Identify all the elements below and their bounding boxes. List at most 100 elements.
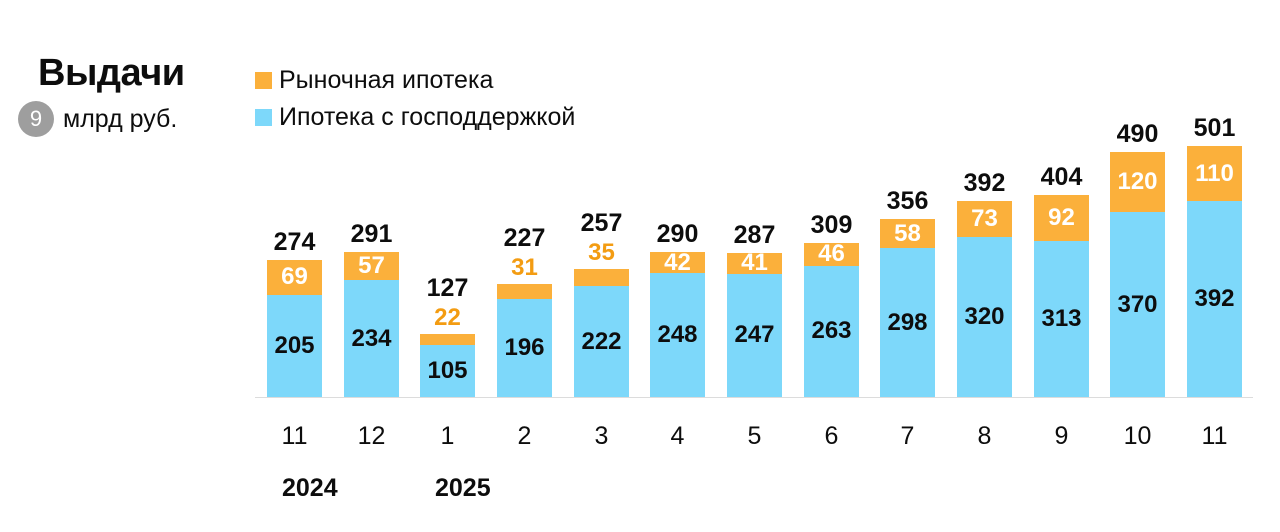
x-axis-tick: 2 — [517, 422, 532, 450]
bar-segment-state — [1110, 212, 1165, 397]
bar-group: 105 22 — [420, 304, 475, 397]
total-label: 127 — [426, 273, 469, 302]
value-label-state: 196 — [504, 334, 545, 361]
bar-segment-market — [650, 252, 705, 273]
total-label: 291 — [350, 219, 393, 248]
chart-number-badge: 9 — [18, 101, 54, 137]
bar-segment-market — [804, 242, 859, 266]
bar-segment-state — [880, 248, 935, 397]
total-label: 257 — [580, 208, 623, 237]
bar-group: 248 42 — [650, 248, 705, 397]
bar-segment-state — [727, 273, 782, 397]
legend-swatch-market — [255, 72, 272, 89]
bar-segment-state — [420, 344, 475, 397]
total-label: 274 — [273, 228, 316, 256]
total-label: 490 — [1116, 120, 1159, 148]
x-axis-tick: 1 — [440, 422, 455, 450]
value-label-state: 320 — [964, 303, 1005, 330]
total-label: 501 — [1193, 114, 1236, 142]
bar-segment-market — [1110, 152, 1165, 212]
x-axis-tick: 4 — [670, 422, 685, 450]
total-label: 392 — [963, 168, 1006, 197]
bar-segment-state — [957, 237, 1012, 397]
value-label-market: 42 — [664, 248, 691, 276]
bar-segment-market — [267, 260, 322, 295]
bar-segment-market — [727, 253, 782, 274]
x-axis-tick: 6 — [824, 422, 839, 450]
value-label-market: 57 — [358, 251, 385, 279]
total-label: 404 — [1040, 162, 1083, 191]
bar-segment-market — [497, 283, 552, 299]
value-label-state: 313 — [1041, 304, 1082, 332]
legend-label-market: Рыночная ипотека — [279, 66, 494, 94]
value-label-market: 110 — [1195, 159, 1234, 187]
bar-segment-state — [497, 299, 552, 397]
year-label: 2025 — [435, 474, 491, 502]
value-label-market: 120 — [1117, 168, 1158, 195]
bar-group: 298 58 — [880, 219, 935, 397]
bar-group: 222 35 — [574, 239, 629, 397]
value-label-state: 234 — [351, 324, 392, 352]
bar-segment-state — [1187, 201, 1242, 397]
value-label-market: 35 — [588, 238, 615, 266]
x-axis-tick: 10 — [1123, 422, 1152, 450]
x-axis-tick: 5 — [747, 422, 762, 450]
total-label: 227 — [503, 223, 546, 252]
value-label-state: 222 — [581, 327, 622, 355]
bar-segment-state — [344, 280, 399, 397]
bar-group: 320 73 — [957, 200, 1012, 397]
bar-segment-market — [880, 219, 935, 248]
legend-swatch-state — [255, 109, 272, 126]
value-label-market: 41 — [741, 249, 768, 277]
x-axis-tick: 11 — [1201, 422, 1228, 450]
bar-group: 370 120 — [1110, 152, 1165, 397]
total-label: 356 — [886, 187, 929, 215]
chart-title: Выдачи — [38, 52, 185, 94]
legend-item-state: Ипотека с господдержкой — [255, 99, 575, 136]
x-axis-tick: 7 — [900, 422, 915, 450]
bar-segment-market — [957, 200, 1012, 237]
total-label: 290 — [656, 220, 699, 248]
x-axis-tick: 3 — [594, 422, 609, 450]
bar-segment-state — [1034, 240, 1089, 397]
bar-group: 234 57 — [344, 251, 399, 397]
bar-group: 247 41 — [727, 249, 782, 397]
value-label-state: 263 — [811, 317, 852, 345]
value-label-state: 247 — [734, 321, 775, 349]
bar-segment-market — [1034, 194, 1089, 241]
value-label-state: 392 — [1194, 285, 1235, 312]
bar-segment-state — [650, 273, 705, 397]
year-label: 2024 — [282, 474, 338, 502]
value-label-state: 298 — [887, 308, 928, 336]
value-label-state: 370 — [1117, 290, 1158, 318]
bar-segment-market — [574, 268, 629, 286]
bar-segment-state — [267, 294, 322, 397]
bar-group: 205 69 — [267, 260, 322, 397]
value-label-market: 58 — [894, 219, 921, 247]
bar-segment-market — [344, 251, 399, 280]
value-label-market: 31 — [511, 253, 538, 281]
value-label-market: 92 — [1048, 203, 1075, 231]
value-label-market: 73 — [971, 204, 998, 232]
unit-row: 9 млрд руб. — [18, 101, 177, 137]
value-label-market: 22 — [434, 303, 461, 331]
bar-group: 196 31 — [497, 254, 552, 397]
bar-segment-market — [420, 333, 475, 345]
total-label: 287 — [733, 221, 776, 249]
legend-label-state: Ипотека с господдержкой — [279, 103, 576, 131]
bar-segment-state — [804, 265, 859, 397]
total-label: 309 — [810, 210, 853, 239]
x-axis-tick: 11 — [281, 422, 308, 450]
value-label-state: 105 — [427, 356, 468, 384]
value-label-state: 248 — [657, 321, 698, 348]
legend: Рыночная ипотека Ипотека с господдержкой — [255, 62, 575, 136]
value-label-state: 205 — [274, 331, 315, 359]
bar-group: 392 110 — [1187, 146, 1242, 397]
value-label-market: 46 — [818, 240, 845, 267]
legend-item-market: Рыночная ипотека — [255, 62, 575, 99]
baseline — [255, 397, 1253, 398]
unit-label: млрд руб. — [63, 104, 178, 133]
x-axis-tick: 9 — [1054, 422, 1069, 450]
x-axis-tick: 12 — [357, 422, 386, 450]
